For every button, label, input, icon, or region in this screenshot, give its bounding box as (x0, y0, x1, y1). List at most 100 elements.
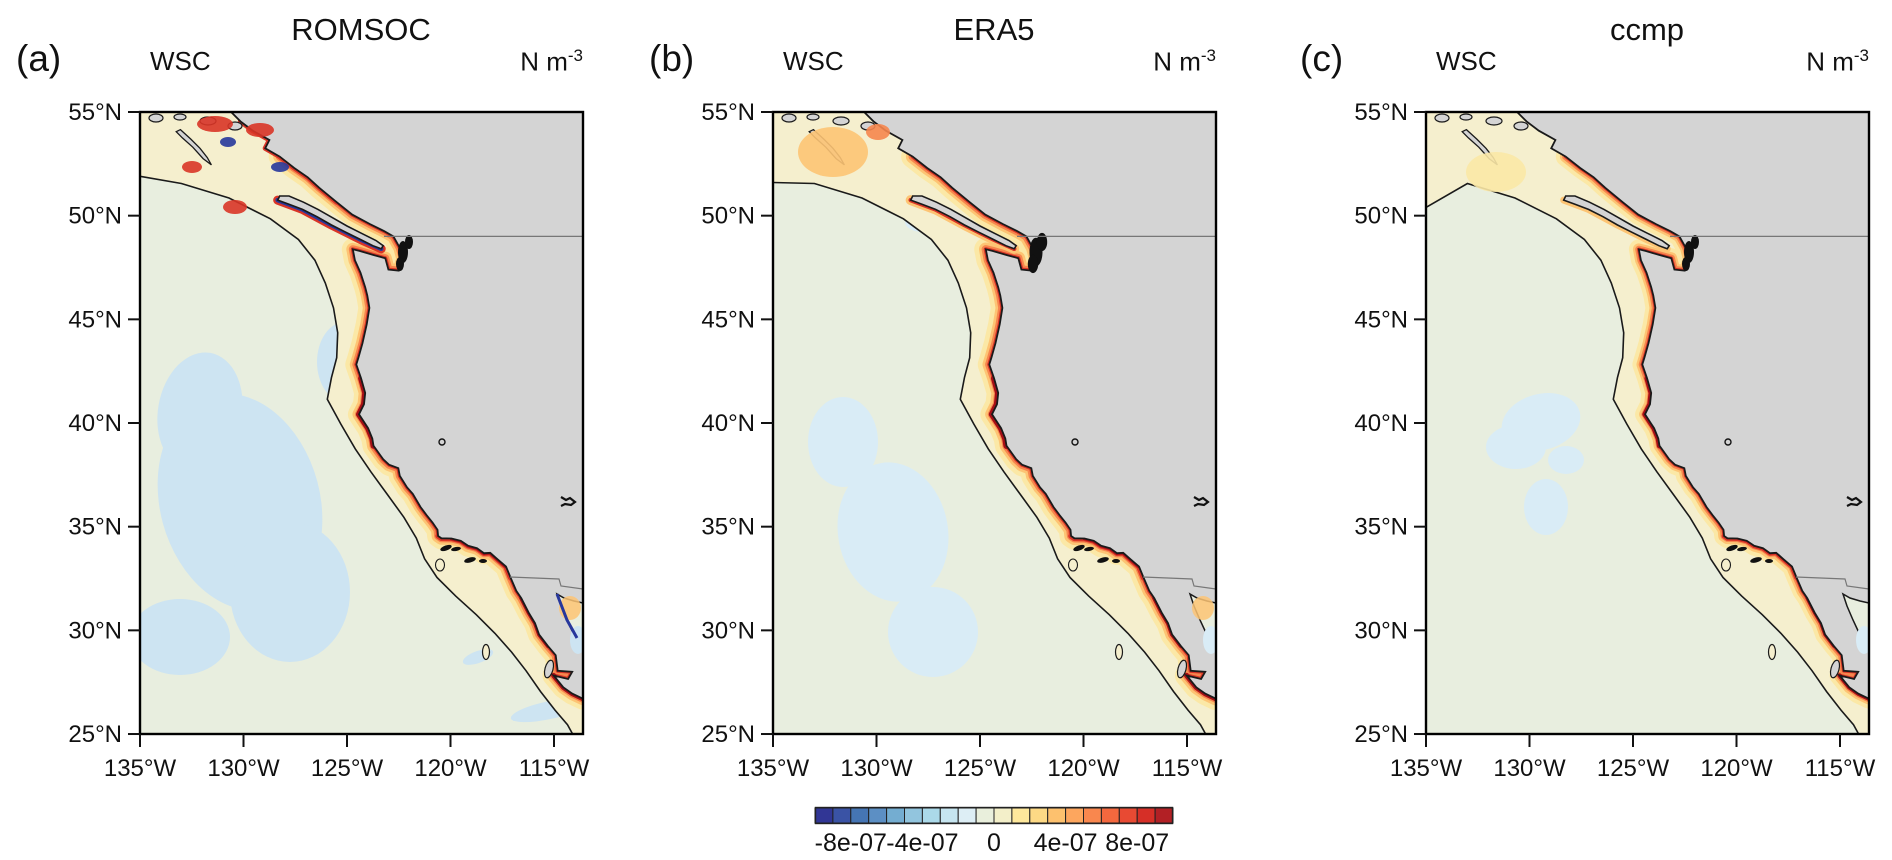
lon-tick-label: 135°W (104, 755, 177, 782)
lat-tick-label: 30°N (701, 617, 755, 644)
colorbar-cell (886, 807, 905, 824)
colorbar-cell (1118, 807, 1138, 824)
colorbar-cell (1136, 807, 1156, 824)
colorbar-cell (1011, 807, 1031, 824)
lat-tick-label: 35°N (1354, 514, 1408, 541)
channel-island (464, 557, 476, 563)
lon-tick-label: 120°W (1047, 755, 1120, 782)
puget-sound (1691, 235, 1699, 249)
land-north-america (1517, 112, 1869, 699)
lat-tick-label: 50°N (1354, 203, 1408, 230)
channel-island (1073, 544, 1085, 552)
lon-tick-label: 130°W (1493, 755, 1566, 782)
lat-tick-label: 40°N (1354, 410, 1408, 437)
colorbar-tick-label: 8e-07 (1105, 829, 1170, 857)
north-field-detail (798, 127, 868, 177)
vancouver-island (276, 195, 385, 250)
san-nicolas-island (1067, 558, 1079, 572)
lat-tick-label: 35°N (701, 514, 755, 541)
lon-tick-label: 115°W (519, 755, 590, 782)
land-north-america (231, 112, 583, 699)
colorbar-cell (868, 807, 888, 824)
lake-mead-squiggle (560, 496, 577, 507)
lon-tick-label: 115°W (1805, 755, 1876, 782)
lon-tick-label: 135°W (1390, 755, 1463, 782)
archipelago-islet (1485, 116, 1503, 126)
lon-tick-label: 130°W (840, 755, 913, 782)
negative-wsc-patch (157, 352, 243, 472)
panel-b-unit-label: N m-3 (1153, 46, 1216, 78)
archipelago-islet (1434, 113, 1450, 123)
colorbar-tick-label: 4e-07 (1033, 829, 1098, 857)
negative-wsc-patch (837, 462, 949, 602)
channel-island (1097, 557, 1109, 563)
colorbar-cell (814, 807, 834, 824)
guadalupe-island (1767, 643, 1777, 661)
coastline (230, 112, 583, 700)
unit-base: N m (520, 46, 568, 77)
panel-b-corner-label: (b) (649, 38, 695, 79)
unit-base: N m (1153, 46, 1201, 77)
lat-tick-label: 45°N (68, 306, 122, 333)
colorbar-tick-label: -4e-07 (886, 829, 959, 857)
puget-sound (1036, 232, 1048, 252)
wsc-map-era5: 55°N 50°N 45°N 40°N 35°N 30°N 25°N 135°W 130°W 12… (701, 99, 1222, 782)
channel-island (479, 559, 487, 563)
san-nicolas-island (434, 558, 446, 572)
north-field-detail (223, 200, 247, 214)
north-field-detail (182, 161, 202, 173)
colorbar-cell (939, 807, 959, 824)
lat-tick-label: 55°N (701, 99, 755, 126)
colorbar-cell (850, 807, 870, 824)
lon-tick-label: 135°W (737, 755, 810, 782)
cedros-island (1829, 659, 1841, 679)
lat-tick-label: 45°N (1354, 306, 1408, 333)
archipelago-islet (148, 113, 164, 123)
lat-tick-label: 55°N (68, 99, 122, 126)
archipelago-islet (173, 113, 187, 121)
lon-tick-label: 130°W (207, 755, 280, 782)
north-field-detail (197, 116, 233, 132)
negative-wsc-patch (1486, 425, 1546, 469)
channel-island (1737, 546, 1747, 552)
puget-sound (396, 257, 404, 271)
lat-tick-label: 50°N (701, 203, 755, 230)
negative-wsc-patch (230, 522, 350, 662)
unit-exponent: -3 (1200, 46, 1216, 65)
lon-tick-label: 125°W (311, 755, 384, 782)
puget-sound (1027, 254, 1039, 274)
wsc-map-romsoc: 55°N 50°N 45°N 40°N 35°N 30°N 25°N 135°W 130°W 12… (68, 99, 589, 782)
lat-tick-label: 35°N (68, 514, 122, 541)
lat-tick-label: 25°N (701, 721, 755, 748)
panel-a-title: ROMSOC (291, 12, 431, 47)
colorbar-border (814, 806, 1174, 825)
colorbar-cell (1047, 807, 1067, 824)
panel-c-corner-label: (c) (1300, 38, 1344, 79)
wsc-map-ccmp: 55°N 50°N 45°N 40°N 35°N 30°N 25°N 135°W 130°W 12… (1354, 99, 1875, 782)
cedros-island (1176, 659, 1188, 679)
negative-wsc-patch (808, 397, 878, 487)
colorbar-cell (904, 807, 923, 824)
negative-wsc-patch (888, 587, 978, 677)
channel-island (440, 544, 452, 552)
guadalupe-island (481, 643, 491, 661)
gulf-positive-wsc (1192, 596, 1214, 620)
map-layers (1426, 112, 1869, 734)
us-mexico-border (1795, 576, 1869, 590)
colorbar-cell (832, 807, 852, 824)
map-layers (773, 112, 1216, 734)
unit-exponent: -3 (1853, 46, 1869, 65)
puget-sound (1682, 257, 1690, 271)
lat-tick-label: 40°N (701, 410, 755, 437)
inland-lake-ring (1071, 438, 1079, 446)
zero-wsc-contour (773, 181, 1207, 734)
lon-tick-label: 125°W (944, 755, 1017, 782)
inland-lake-ring (1724, 438, 1732, 446)
lat-tick-label: 30°N (68, 617, 122, 644)
north-field-detail (220, 137, 236, 147)
colorbar-cell (1083, 807, 1102, 824)
channel-island (451, 546, 461, 552)
inland-lake-ring (438, 438, 446, 446)
archipelago-islet (832, 116, 850, 126)
negative-wsc-patch (140, 599, 230, 675)
